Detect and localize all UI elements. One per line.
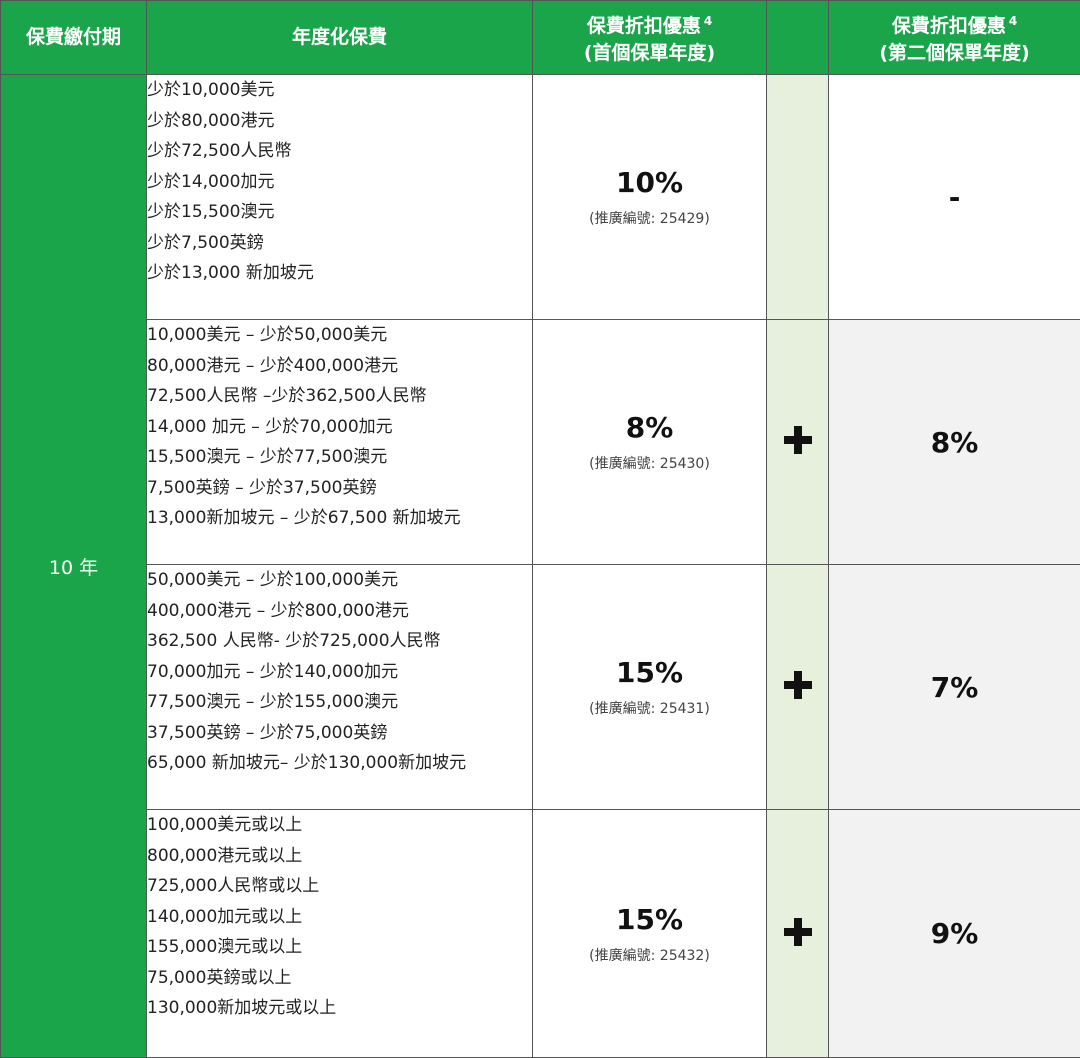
premium-range-line: 65,000 新加坡元– 少於130,000新加坡元 xyxy=(147,748,532,779)
footnote-marker: 4 xyxy=(1009,14,1017,28)
premium-range-line: 100,000美元或以上 xyxy=(147,810,532,841)
plus-icon xyxy=(783,670,813,700)
header-discount-second-label: 保費折扣優惠 xyxy=(892,15,1006,37)
premium-range-line: 130,000新加坡元或以上 xyxy=(147,993,532,1024)
premium-range-line: 800,000港元或以上 xyxy=(147,841,532,872)
premium-range-line: 10,000美元 – 少於50,000美元 xyxy=(147,320,532,351)
premium-range-line: 7,500英鎊 – 少於37,500英鎊 xyxy=(147,473,532,504)
discount-first-year-value: 8% xyxy=(533,411,766,445)
discount-second-year-value: 8% xyxy=(829,320,1080,565)
footnote-marker: 4 xyxy=(704,14,712,28)
header-discount-second-sub: (第二個保單年度) xyxy=(829,40,1080,67)
discount-first-year-cell: 15% (推廣編號: 25432) xyxy=(533,810,767,1058)
plus-cell xyxy=(767,320,829,565)
header-discount-first-sub: (首個保單年度) xyxy=(533,40,766,67)
promo-code: (推廣編號: 25430) xyxy=(533,453,766,473)
premium-range-line: 362,500 人民幣- 少於725,000人民幣 xyxy=(147,626,532,657)
header-payment-period: 保費繳付期 xyxy=(1,1,147,75)
discount-first-year-value: 15% xyxy=(533,656,766,690)
premium-range-line: 15,500澳元 – 少於77,500澳元 xyxy=(147,442,532,473)
discount-first-year-cell: 8% (推廣編號: 25430) xyxy=(533,320,767,565)
premium-range-line: 少於80,000港元 xyxy=(147,106,532,137)
table-row: 10 年少於10,000美元少於80,000港元少於72,500人民幣少於14,… xyxy=(1,75,1080,320)
premium-range-line: 50,000美元 – 少於100,000美元 xyxy=(147,565,532,596)
promo-code: (推廣編號: 25432) xyxy=(533,945,766,965)
premium-range-line: 少於14,000加元 xyxy=(147,167,532,198)
promo-code: (推廣編號: 25431) xyxy=(533,698,766,718)
premium-range-line: 72,500人民幣 –少於362,500人民幣 xyxy=(147,381,532,412)
premium-range-line: 400,000港元 – 少於800,000港元 xyxy=(147,596,532,627)
premium-range-line: 少於72,500人民幣 xyxy=(147,136,532,167)
premium-range-line: 75,000英鎊或以上 xyxy=(147,963,532,994)
plus-icon xyxy=(783,917,813,947)
premium-range-line: 13,000新加坡元 – 少於67,500 新加坡元 xyxy=(147,503,532,534)
discount-first-year-value: 15% xyxy=(533,903,766,937)
discount-second-year-value: 9% xyxy=(829,810,1080,1058)
header-discount-first-label: 保費折扣優惠 xyxy=(587,15,701,37)
premium-range-line: 14,000 加元 – 少於70,000加元 xyxy=(147,412,532,443)
header-plus-column xyxy=(767,1,829,75)
premium-range-line: 37,500英鎊 – 少於75,000英鎊 xyxy=(147,718,532,749)
premium-range-line: 少於7,500英鎊 xyxy=(147,228,532,259)
premium-range-line: 少於15,500澳元 xyxy=(147,197,532,228)
premium-range-line: 725,000人民幣或以上 xyxy=(147,871,532,902)
premium-range-cell: 少於10,000美元少於80,000港元少於72,500人民幣少於14,000加… xyxy=(147,75,533,320)
promo-code: (推廣編號: 25429) xyxy=(533,208,766,228)
premium-range-line: 155,000澳元或以上 xyxy=(147,932,532,963)
premium-range-line: 140,000加元或以上 xyxy=(147,902,532,933)
discount-second-year-value: - xyxy=(829,75,1080,320)
premium-range-line: 少於13,000 新加坡元 xyxy=(147,258,532,289)
premium-range-line: 70,000加元 – 少於140,000加元 xyxy=(147,657,532,688)
discount-first-year-value: 10% xyxy=(533,166,766,200)
plus-cell xyxy=(767,75,829,320)
premium-range-line: 77,500澳元 – 少於155,000澳元 xyxy=(147,687,532,718)
discount-first-year-cell: 15% (推廣編號: 25431) xyxy=(533,565,767,810)
discount-second-year-value: 7% xyxy=(829,565,1080,810)
plus-cell xyxy=(767,810,829,1058)
header-annualized-premium: 年度化保費 xyxy=(147,1,533,75)
payment-period-cell: 10 年 xyxy=(1,75,147,1058)
premium-range-line: 少於10,000美元 xyxy=(147,75,532,106)
plus-cell xyxy=(767,565,829,810)
plus-icon xyxy=(783,425,813,455)
discount-first-year-cell: 10% (推廣編號: 25429) xyxy=(533,75,767,320)
premium-range-line: 80,000港元 – 少於400,000港元 xyxy=(147,351,532,382)
